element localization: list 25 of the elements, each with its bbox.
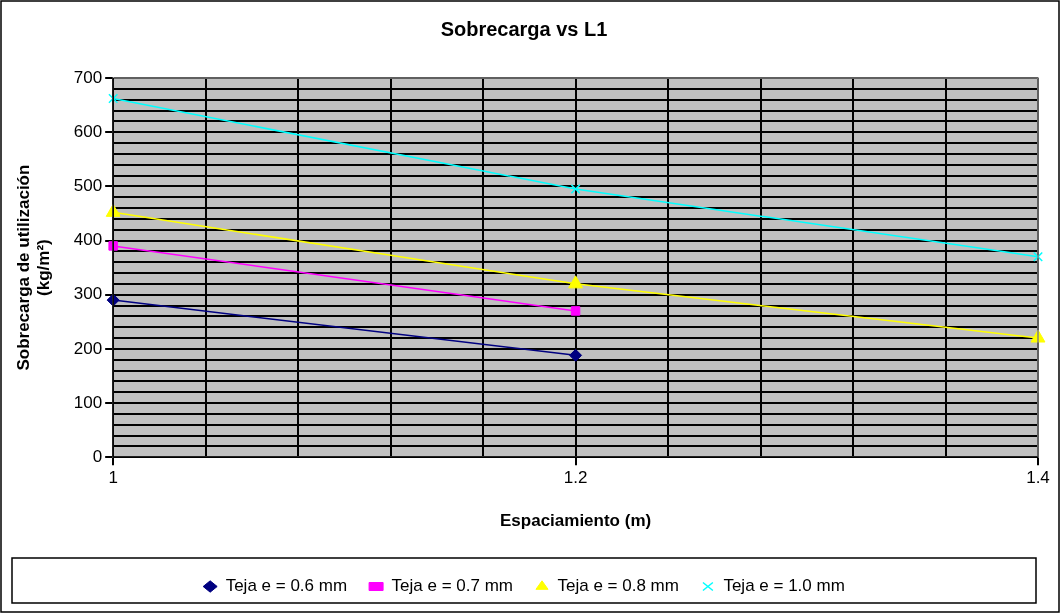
- point: [108, 93, 119, 104]
- chart-title: Sobrecarga vs L1: [440, 17, 608, 40]
- point: [569, 348, 583, 362]
- y-tick-label: 300: [73, 284, 103, 304]
- y-tick-label: 400: [73, 230, 103, 250]
- point: [570, 306, 581, 316]
- point: [568, 275, 584, 289]
- legend-label: Teja e = 0.8 mm: [557, 576, 679, 596]
- x-tick-label: 1.4: [1026, 468, 1050, 488]
- legend-label: Teja e = 1.0 mm: [723, 576, 845, 596]
- y-axis-title: Sobrecarga de utilización (kg/m²): [13, 164, 54, 371]
- y-tick-label: 700: [73, 67, 103, 87]
- point: [570, 184, 581, 195]
- x-tick-label: 1: [108, 468, 118, 488]
- x-tick-label: 1.2: [563, 468, 588, 488]
- legend-label: Teja e = 0.6 mm: [225, 576, 348, 596]
- legend-label: Teja e = 0.7 mm: [391, 576, 514, 596]
- point: [1033, 251, 1043, 262]
- y-tick-label: 600: [73, 121, 103, 141]
- y-tick-label: 0: [92, 446, 103, 466]
- point: [108, 241, 118, 251]
- y-tick-label: 200: [73, 338, 103, 358]
- x-axis-title: Espaciamiento (m): [500, 511, 652, 531]
- y-tick-label: 100: [73, 392, 103, 412]
- y-tick-label: 500: [73, 176, 103, 196]
